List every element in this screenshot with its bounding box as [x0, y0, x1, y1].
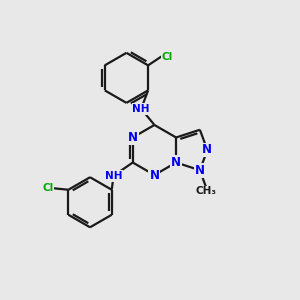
- Text: N: N: [202, 143, 212, 157]
- Text: Cl: Cl: [42, 183, 54, 193]
- Text: NH: NH: [132, 104, 150, 114]
- Text: N: N: [195, 164, 205, 177]
- Text: Cl: Cl: [161, 52, 172, 61]
- Text: N: N: [171, 156, 181, 169]
- Text: N: N: [149, 169, 159, 182]
- Text: N: N: [128, 131, 138, 144]
- Text: NH: NH: [105, 171, 122, 181]
- Text: CH₃: CH₃: [195, 186, 216, 197]
